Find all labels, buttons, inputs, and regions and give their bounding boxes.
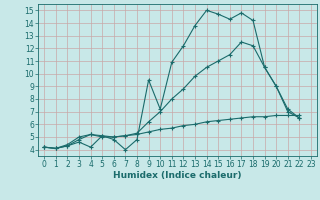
- X-axis label: Humidex (Indice chaleur): Humidex (Indice chaleur): [113, 171, 242, 180]
